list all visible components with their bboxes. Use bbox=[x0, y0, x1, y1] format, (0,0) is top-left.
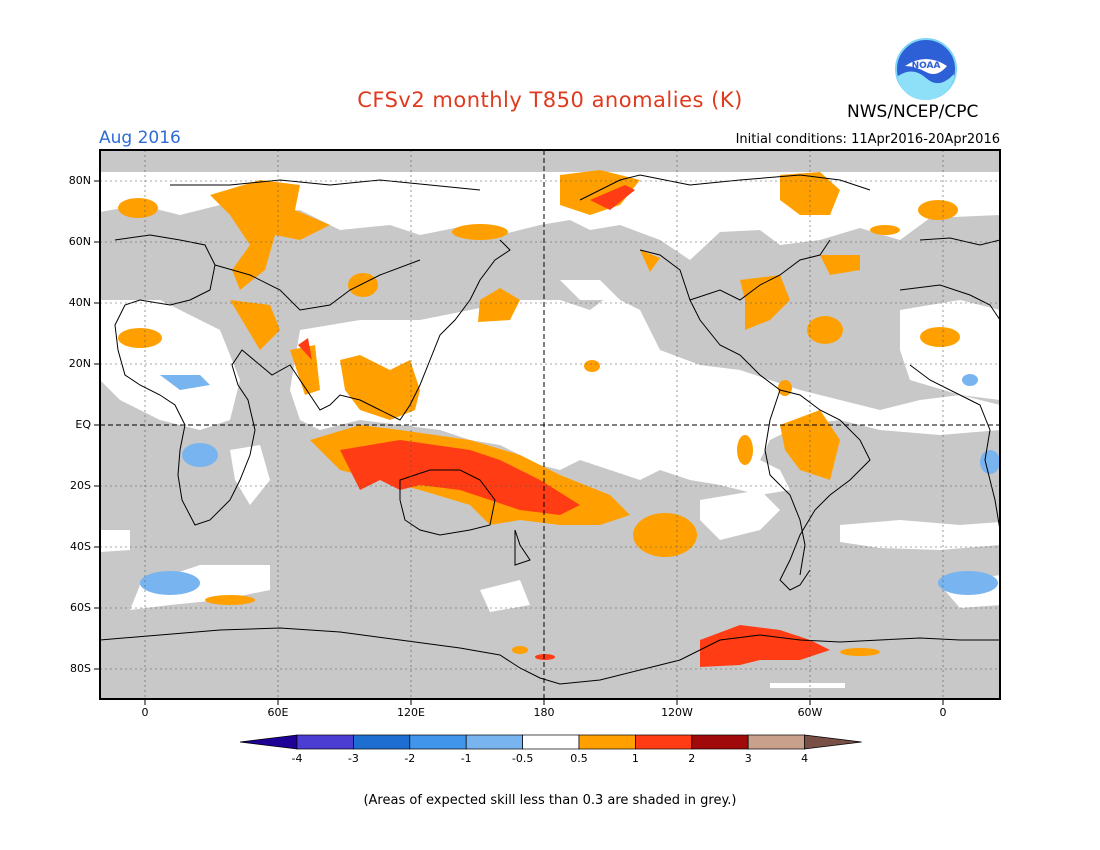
colorbar-swatch bbox=[409, 734, 467, 750]
lon-label: 60E bbox=[267, 706, 289, 719]
lon-label: 120E bbox=[397, 706, 425, 719]
equator-dateline bbox=[100, 150, 1000, 699]
forecast-period: Aug 2016 bbox=[99, 128, 181, 148]
colorbar-label: -0.5 bbox=[511, 752, 534, 765]
axis-ticks bbox=[94, 180, 944, 705]
skill-footnote: (Areas of expected skill less than 0.3 a… bbox=[363, 793, 737, 808]
colorbar-label: 3 bbox=[744, 752, 752, 765]
colorbar-swatch bbox=[747, 734, 805, 750]
cool-anomaly-05-1 bbox=[140, 374, 1000, 595]
colorbar-label: -3 bbox=[347, 752, 359, 765]
colorbar-swatch bbox=[804, 734, 862, 750]
coastlines bbox=[100, 174, 1000, 685]
lat-label: 80N bbox=[68, 174, 91, 187]
lon-label: 180 bbox=[533, 706, 555, 719]
colorbar-swatch bbox=[353, 734, 411, 750]
noaa-logo-icon: NOAA bbox=[895, 38, 957, 100]
lat-label: 60N bbox=[68, 235, 91, 248]
lat-label: 80S bbox=[70, 662, 91, 675]
logo-text: NOAA bbox=[912, 61, 941, 71]
colorbar-label: 0.5 bbox=[570, 752, 588, 765]
colorbar bbox=[240, 734, 862, 750]
colorbar-swatch bbox=[296, 734, 354, 750]
lat-label: EQ bbox=[75, 418, 91, 431]
graticule bbox=[100, 150, 1000, 699]
lat-label: 20S bbox=[70, 479, 91, 492]
colorbar-swatch bbox=[240, 734, 298, 750]
colorbar-label: 2 bbox=[688, 752, 696, 765]
colorbar-swatch bbox=[522, 734, 580, 750]
lat-label: 40N bbox=[68, 296, 91, 309]
colorbar-swatch bbox=[691, 734, 749, 750]
lon-label: 120W bbox=[661, 706, 693, 719]
colorbar-swatch bbox=[635, 734, 693, 750]
lat-label: 60S bbox=[70, 601, 91, 614]
initial-conditions: Initial conditions: 11Apr2016-20Apr2016 bbox=[735, 132, 1000, 147]
colorbar-label: -1 bbox=[460, 752, 472, 765]
lat-label: 40S bbox=[70, 540, 91, 553]
lon-label: 0 bbox=[939, 706, 947, 719]
warm-anomaly-1-2 bbox=[298, 185, 830, 667]
colorbar-swatch bbox=[465, 734, 523, 750]
agency-label: NWS/NCEP/CPC bbox=[847, 102, 979, 122]
lat-label: 20N bbox=[68, 357, 91, 370]
lon-label: 60W bbox=[797, 706, 823, 719]
colorbar-label: 1 bbox=[631, 752, 639, 765]
lon-label: 0 bbox=[141, 706, 149, 719]
near-normal-regions bbox=[100, 172, 1000, 688]
map-title: CFSv2 monthly T850 anomalies (K) bbox=[357, 88, 743, 112]
colorbar-swatch bbox=[578, 734, 636, 750]
colorbar-label: 4 bbox=[801, 752, 809, 765]
colorbar-label: -2 bbox=[404, 752, 416, 765]
colorbar-label: -4 bbox=[291, 752, 303, 765]
